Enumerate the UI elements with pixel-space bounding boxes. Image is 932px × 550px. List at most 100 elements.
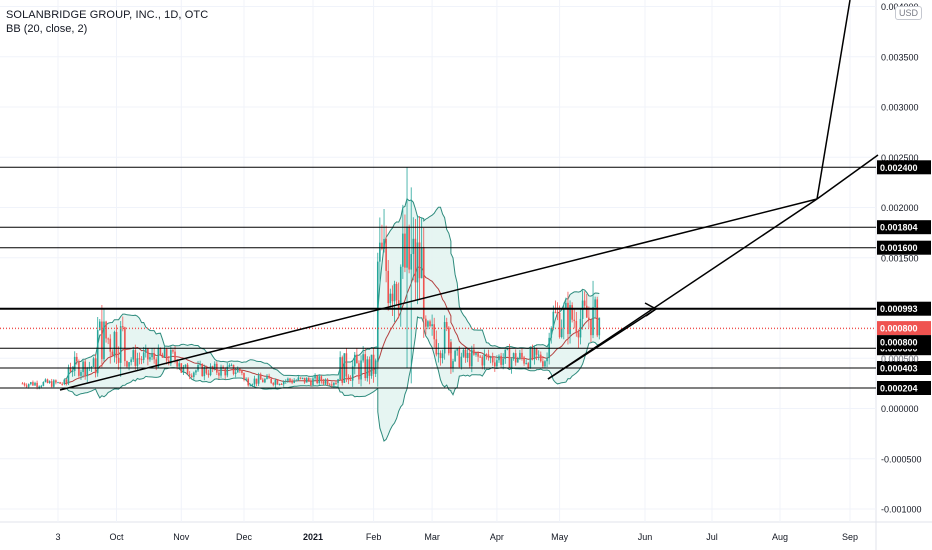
x-tick-label: Feb	[366, 532, 382, 542]
candle-body	[422, 308, 425, 319]
candle-body	[443, 322, 446, 354]
x-tick-label: Jun	[638, 532, 653, 542]
candle-body	[414, 238, 417, 283]
candle-body	[25, 385, 28, 387]
level-label-bg	[877, 160, 931, 175]
candle-body	[326, 379, 329, 385]
trendline-vertical[interactable]	[816, 0, 851, 200]
candle-body	[157, 348, 160, 368]
candle-body	[163, 349, 166, 358]
current-price-tag: 0.000800	[877, 321, 931, 336]
level-label-bg	[877, 301, 931, 316]
candle-body	[107, 338, 109, 340]
x-tick-label: Dec	[236, 532, 253, 542]
candle-body	[491, 356, 494, 363]
arrow-line[interactable]	[547, 308, 657, 380]
bb-basis	[64, 266, 600, 385]
partial-tick-label: 0.000500	[881, 354, 919, 364]
candle-body	[291, 380, 293, 383]
candle-body	[121, 326, 124, 328]
candle-body	[268, 375, 270, 379]
candle-body	[366, 359, 369, 379]
candle-body	[230, 364, 233, 366]
candle-body	[575, 321, 578, 333]
candle-body	[255, 378, 258, 384]
candle-body	[592, 307, 594, 336]
candle-body	[504, 349, 507, 359]
trendline-rising[interactable]	[547, 198, 818, 380]
candle-body	[276, 380, 279, 385]
bb-lower-band	[64, 316, 600, 442]
candle-body	[92, 358, 95, 367]
candle-body	[270, 378, 272, 383]
candle-body	[188, 374, 191, 376]
candle-body	[201, 364, 204, 377]
candle-body	[105, 321, 107, 339]
candle-body	[450, 342, 452, 369]
candle-body	[554, 311, 557, 313]
currency-badge[interactable]: USD	[894, 6, 922, 20]
candle-body	[193, 372, 195, 377]
candle-body	[247, 378, 249, 386]
candle-body	[57, 382, 59, 384]
candle-body	[383, 238, 385, 250]
candle-body	[295, 380, 298, 382]
candle-body	[519, 352, 521, 359]
candle-body	[358, 363, 360, 380]
candle-body	[333, 382, 335, 386]
candle-body	[27, 384, 30, 387]
candle-body	[285, 380, 287, 382]
candle-body	[560, 327, 563, 338]
candle-body	[525, 363, 527, 365]
candle-body	[466, 352, 469, 359]
candle-body	[353, 354, 356, 367]
candle-body	[147, 348, 149, 360]
candle-body	[53, 380, 55, 387]
candle-body	[483, 354, 486, 366]
candle-body	[82, 361, 84, 373]
candle-body	[468, 352, 471, 367]
indicator-label[interactable]: BB (20, close, 2)	[6, 23, 88, 35]
candle-body	[433, 324, 435, 340]
candle-body	[228, 365, 231, 367]
candle-body	[473, 349, 475, 355]
level-label-bg	[877, 360, 931, 375]
candle-body	[130, 359, 132, 363]
candle-body	[531, 348, 534, 359]
candle-body	[186, 364, 189, 375]
candle-body	[590, 319, 592, 336]
trendline-main[interactable]	[59, 198, 818, 391]
candle-body	[330, 384, 333, 386]
candle-body	[337, 379, 339, 382]
candle-body	[485, 354, 488, 356]
level-label-bg	[877, 321, 931, 336]
candle-body	[94, 358, 97, 374]
bb-upper-band	[64, 197, 600, 380]
candle-body	[174, 351, 176, 360]
candle-body	[36, 382, 38, 387]
level-label-bg	[877, 380, 931, 395]
candle-body	[278, 383, 281, 385]
candle-body	[364, 354, 367, 379]
candle-body	[402, 233, 404, 267]
candle-body	[328, 384, 331, 386]
candle-body	[345, 353, 348, 377]
candle-body	[517, 358, 519, 363]
candle-body	[144, 348, 147, 353]
candle-body	[67, 367, 70, 384]
candle-body	[38, 386, 40, 388]
candle-body	[376, 261, 379, 363]
candle-body	[63, 379, 66, 385]
candle-body	[138, 358, 141, 360]
candle-body	[588, 317, 590, 320]
level-label-text: 0.000800	[880, 338, 918, 348]
candle-body	[224, 368, 226, 376]
candle-body	[458, 348, 461, 367]
trendline-extension[interactable]	[816, 154, 879, 200]
candle-body	[360, 360, 362, 380]
candle-body	[151, 353, 153, 358]
candle-body	[418, 242, 421, 279]
candle-body	[374, 360, 377, 374]
